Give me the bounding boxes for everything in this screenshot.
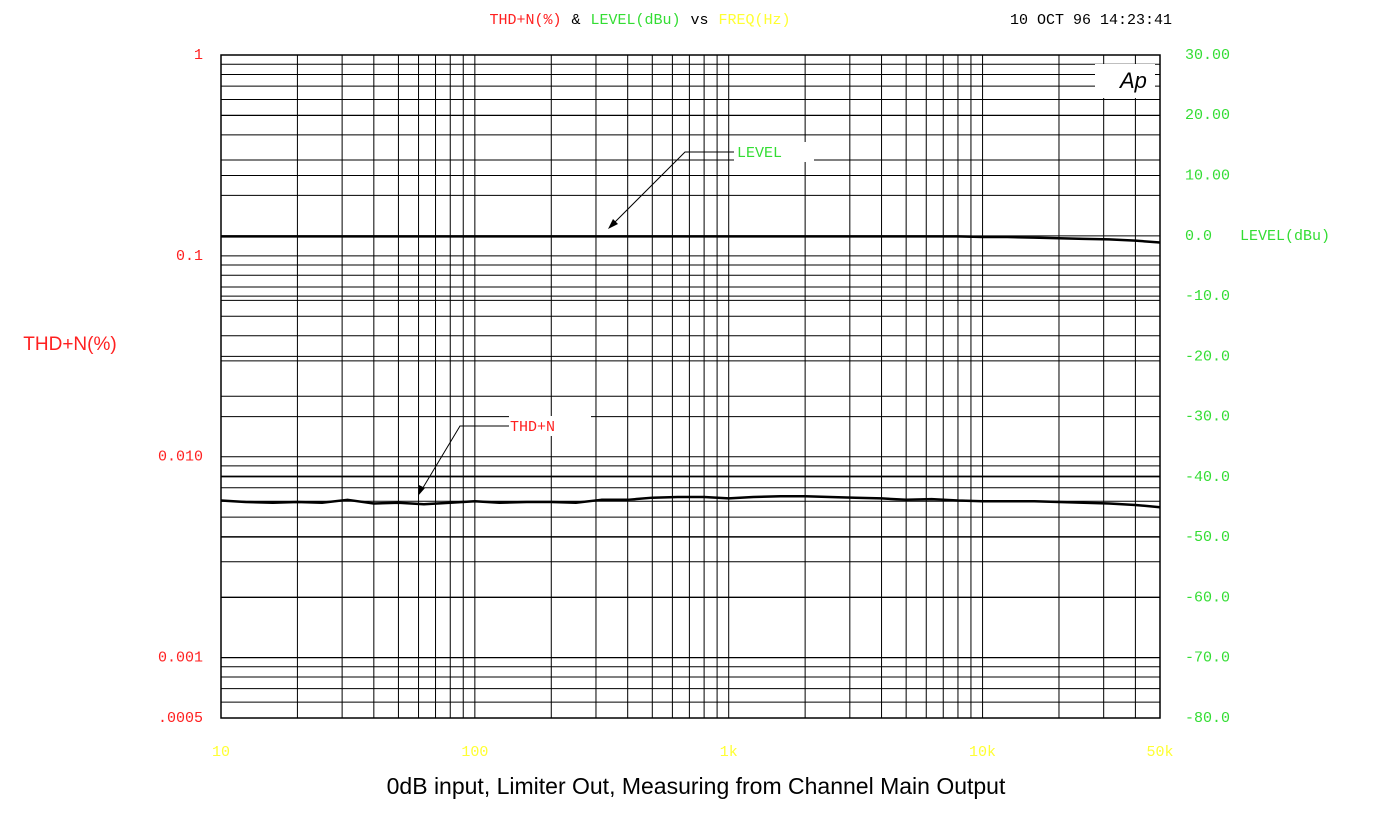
series-line	[221, 235, 1161, 244]
y2-tick-label: 30.00	[1185, 47, 1230, 64]
timestamp: 10 OCT 96 14:23:41	[1010, 12, 1172, 29]
annotation: LEVEL	[737, 145, 782, 162]
y2-tick-label: -30.0	[1185, 409, 1230, 426]
y2-tick-label: -20.0	[1185, 348, 1230, 365]
y2-tick-label: -60.0	[1185, 589, 1230, 606]
y2-tick-label: -10.0	[1185, 288, 1230, 305]
thd-annotation: THD+N	[418, 416, 591, 496]
arrow-head	[608, 219, 618, 229]
y-tick-label: 1	[194, 47, 203, 64]
title-part: LEVEL(dBu)	[590, 12, 680, 29]
y2-tick-label: 0.0	[1185, 228, 1212, 245]
x-tick-label: 50k	[1146, 744, 1173, 761]
y2-tick-label: 20.00	[1185, 107, 1230, 124]
annotation: THD+N	[510, 419, 555, 436]
annotation-arrow	[420, 425, 510, 492]
x-tick-label: 100	[461, 744, 488, 761]
y-tick-label: .0005	[158, 710, 203, 727]
annotation-bg	[509, 416, 591, 436]
title-part: THD+N(%)	[489, 12, 561, 29]
y-tick-label: 0.010	[158, 449, 203, 466]
chart-title: THD+N(%) & LEVEL(dBu) vs FREQ(Hz)	[489, 12, 790, 29]
y-axis-label: THD+N(%)	[23, 334, 116, 355]
logo: Ap	[1118, 68, 1147, 93]
x-tick-label: 1k	[720, 744, 738, 761]
y2-tick-label: 10.00	[1185, 168, 1230, 185]
y2-tick-label: -80.0	[1185, 710, 1230, 727]
title-part: &	[571, 12, 580, 29]
plot-frame	[220, 54, 1161, 719]
annotation-arrow	[611, 151, 735, 226]
y-tick-label: 0.1	[176, 248, 203, 265]
y2-tick-label: -50.0	[1185, 529, 1230, 546]
caption: 0dB input, Limiter Out, Measuring from C…	[387, 773, 1006, 799]
y2-tick-label: -40.0	[1185, 469, 1230, 486]
y-tick-label: 0.001	[158, 650, 203, 667]
y2-axis-label: LEVEL(dBu)	[1240, 228, 1330, 245]
title-part: vs	[691, 12, 709, 29]
y2-tick-label: -70.0	[1185, 650, 1230, 667]
series-line	[220, 495, 1161, 509]
arrow-head	[418, 485, 425, 496]
x-tick-label: 10	[212, 744, 230, 761]
level-annotation: LEVEL	[608, 142, 814, 229]
logo-box	[1095, 64, 1155, 98]
x-tick-label: 10k	[969, 744, 996, 761]
title-part: FREQ(Hz)	[719, 12, 791, 29]
annotation-bg	[734, 142, 814, 162]
